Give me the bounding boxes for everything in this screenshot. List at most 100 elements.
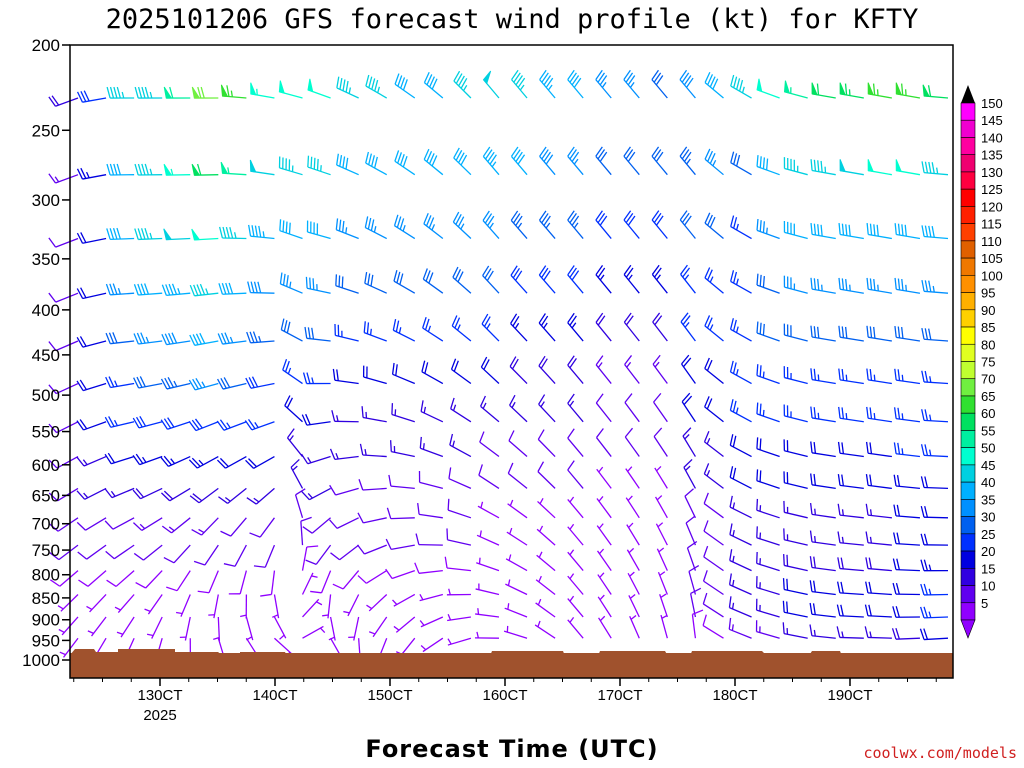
barb-feather	[453, 70, 461, 82]
wind-barb	[179, 616, 191, 641]
wind-barb	[245, 455, 275, 469]
wind-barb	[422, 268, 444, 294]
barb-feather	[728, 617, 732, 630]
wind-barb	[865, 441, 892, 458]
colorbar-swatch	[960, 550, 976, 569]
barb-staff	[868, 452, 892, 458]
wind-barb	[703, 545, 724, 572]
x-tick-label: 170CT	[597, 687, 642, 704]
wind-barb	[597, 572, 612, 595]
wind-barb	[106, 570, 135, 587]
barb-half-feather	[762, 409, 765, 417]
barb-staff	[372, 616, 388, 638]
wind-barb	[332, 570, 360, 590]
barb-half-feather	[869, 509, 873, 516]
barb-feather	[655, 75, 664, 86]
wind-barb	[76, 487, 107, 500]
barb-feather	[730, 151, 735, 163]
barb-staff	[476, 562, 500, 572]
wind-barb	[730, 215, 752, 240]
barb-feather	[140, 283, 146, 295]
colorbar-swatch	[960, 188, 976, 207]
barb-feather	[509, 356, 517, 367]
barb-half-feather	[569, 573, 575, 580]
y-tick-label: 800	[32, 566, 60, 585]
wind-barb	[163, 163, 191, 176]
barb-staff	[362, 487, 387, 491]
barb-feather	[567, 428, 575, 439]
barb-staff	[567, 575, 584, 595]
wind-barb	[783, 157, 808, 176]
barb-staff	[166, 340, 191, 346]
barb-feather	[105, 283, 111, 296]
colorbar-label: 130	[981, 165, 1003, 180]
barb-feather	[539, 146, 547, 157]
barb-staff	[511, 79, 528, 99]
wind-barb	[76, 379, 107, 392]
barb-feather	[756, 218, 759, 231]
barb-staff	[924, 235, 949, 240]
barb-feather	[425, 270, 431, 282]
wind-barb	[892, 606, 920, 618]
barb-staff	[682, 435, 696, 457]
wind-barb	[394, 73, 416, 99]
barb-half-feather	[368, 631, 376, 635]
barb-staff	[480, 366, 500, 385]
y-tick-label: 450	[32, 346, 60, 365]
wind-barb	[919, 606, 949, 619]
barb-half-feather	[335, 452, 339, 460]
wind-barb	[809, 502, 836, 519]
barb-feather	[48, 173, 57, 184]
wind-barb	[866, 368, 892, 385]
barb-feather	[482, 265, 490, 276]
wind-barb	[894, 277, 921, 294]
barb-feather	[83, 90, 90, 102]
barb-staff	[475, 613, 500, 618]
wind-barb	[536, 551, 556, 572]
y-tick-label: 950	[32, 631, 60, 650]
barb-staff	[839, 636, 864, 639]
barb-staff	[756, 284, 780, 294]
barb-staff	[393, 593, 416, 607]
wind-barb	[756, 218, 780, 240]
barb-feather	[541, 267, 549, 279]
wind-barb	[809, 602, 836, 618]
barb-feather	[329, 484, 337, 496]
wind-barb	[783, 323, 808, 342]
barb-half-feather	[814, 508, 817, 515]
barb-feather	[625, 267, 634, 278]
barb-feather	[707, 74, 714, 86]
wind-barb	[810, 277, 836, 294]
barb-feather	[371, 78, 376, 90]
barb-staff	[250, 235, 275, 240]
barb-feather	[681, 72, 690, 83]
barb-feather	[507, 462, 514, 474]
barb-staff	[329, 616, 336, 641]
barb-feather	[454, 269, 462, 280]
wind-barb	[837, 557, 864, 572]
barb-feather	[199, 283, 206, 295]
wind-barb	[389, 440, 415, 458]
colorbar-swatch	[960, 516, 976, 535]
barb-staff	[253, 455, 275, 469]
barb-feather	[482, 210, 490, 221]
barb-staff	[702, 625, 724, 639]
barb-feather	[455, 73, 463, 84]
barb-feather	[730, 270, 735, 282]
barb-feather	[837, 503, 841, 516]
plot-frame	[69, 44, 954, 679]
barb-feather	[453, 147, 460, 159]
barb-staff	[270, 570, 276, 595]
barb-feather	[400, 77, 406, 89]
barb-feather	[623, 146, 631, 157]
barb-feather	[732, 400, 737, 413]
barb-staff	[420, 447, 444, 458]
barb-staff	[704, 441, 724, 458]
barb-feather	[679, 69, 688, 80]
wind-barb	[133, 544, 163, 561]
wind-barb	[306, 220, 331, 240]
wind-barb	[260, 570, 276, 597]
wind-barb	[679, 146, 696, 176]
barb-staff	[840, 233, 864, 240]
wind-barb	[104, 452, 135, 465]
